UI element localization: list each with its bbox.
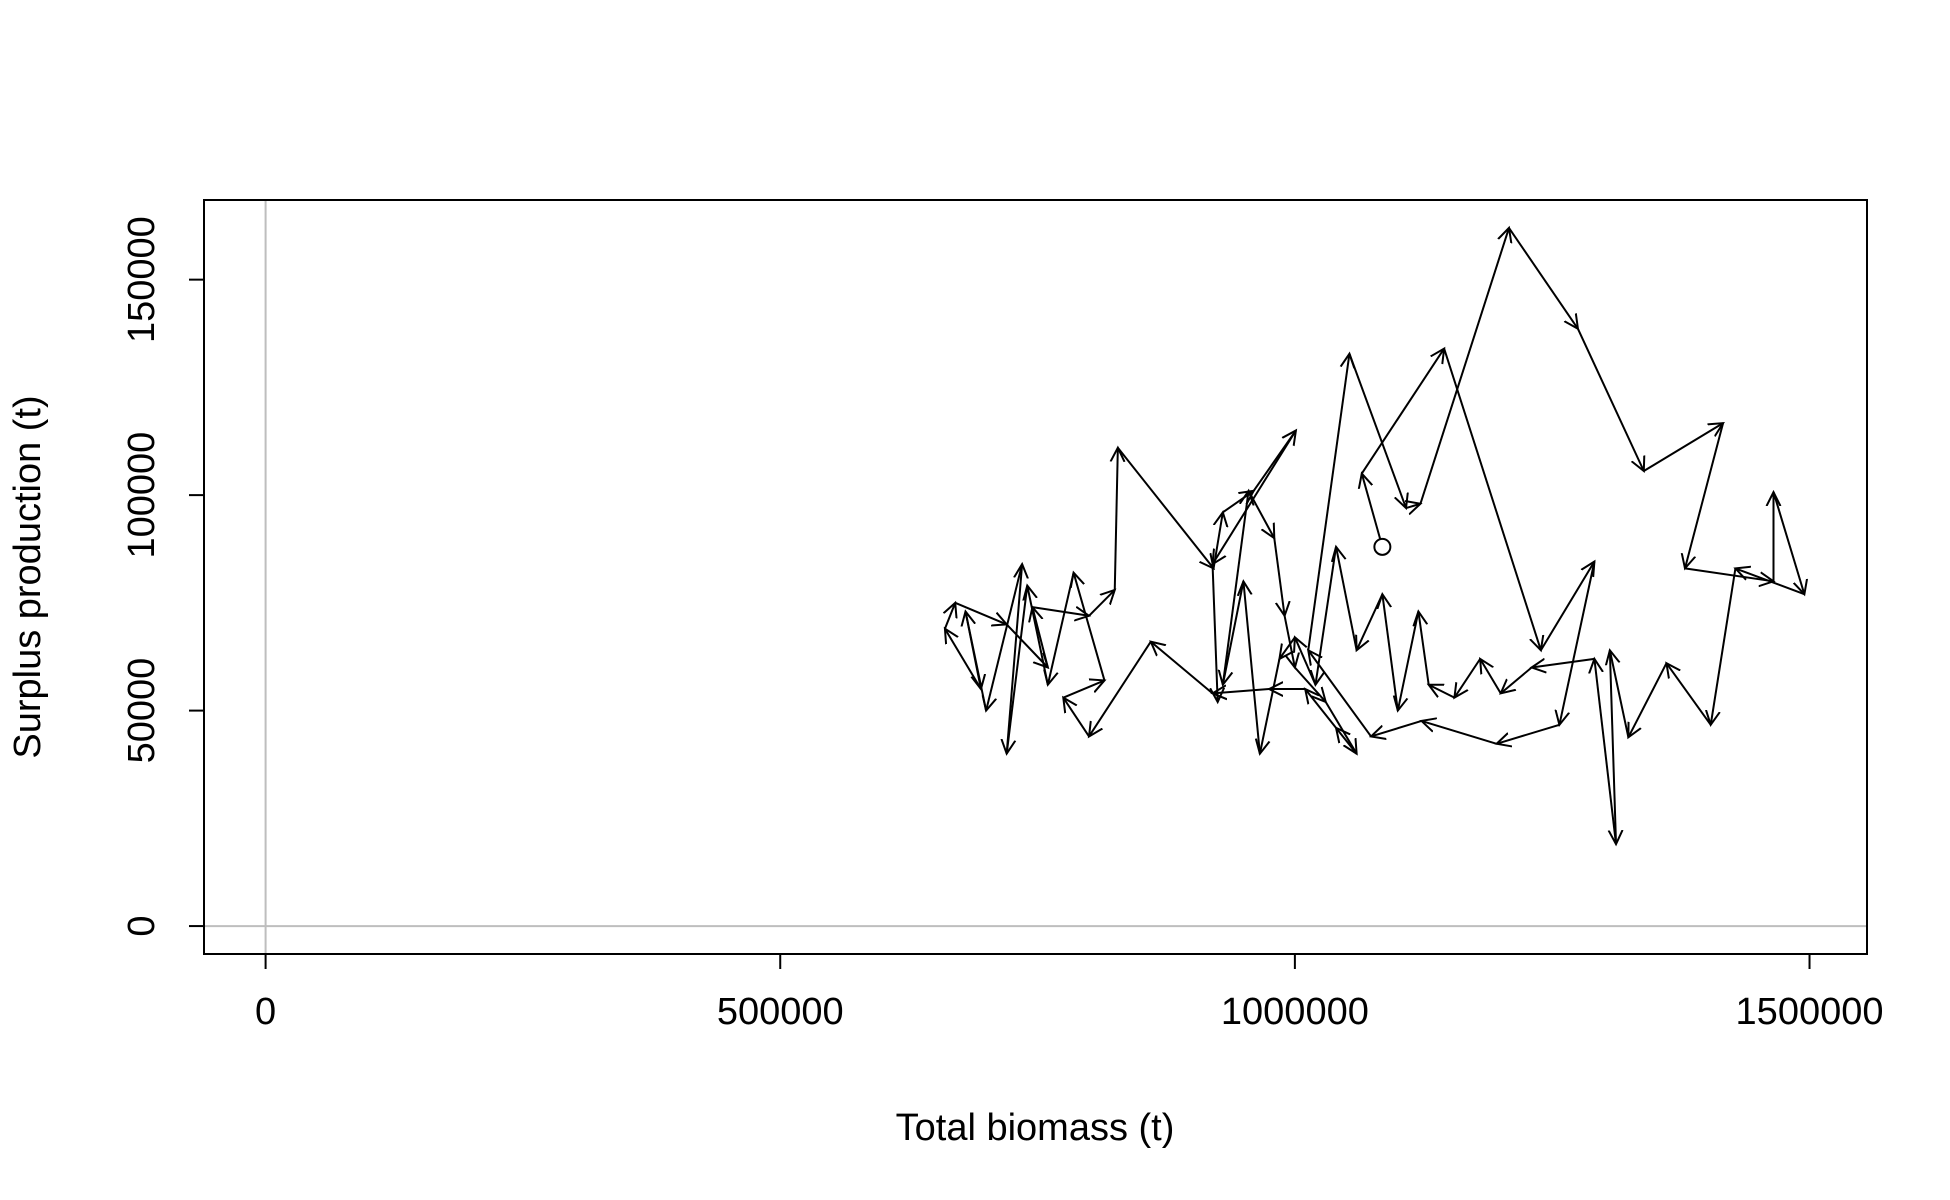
arrow xyxy=(1048,572,1075,685)
arrow xyxy=(1419,228,1509,505)
x-tick-label: 500000 xyxy=(717,991,844,1033)
arrow xyxy=(1685,422,1725,568)
arrow xyxy=(1772,491,1804,594)
arrow xyxy=(1213,689,1270,693)
arrow xyxy=(964,611,981,689)
arrow xyxy=(1005,564,1022,754)
arrow xyxy=(1032,607,1089,616)
arrow xyxy=(1305,689,1337,729)
arrow xyxy=(1294,666,1326,702)
arrow xyxy=(1610,650,1616,844)
arrow xyxy=(1532,659,1595,668)
arrow xyxy=(1610,650,1630,738)
arrow xyxy=(1007,585,1029,754)
arrow xyxy=(1062,680,1104,699)
arrow xyxy=(1336,728,1358,755)
arrow xyxy=(1594,659,1618,845)
arrow xyxy=(1243,581,1261,754)
arrow xyxy=(954,601,1006,625)
arrow xyxy=(1307,354,1349,651)
arrow xyxy=(1480,659,1502,694)
y-tick-label: 0 xyxy=(121,916,163,937)
arrow xyxy=(1032,607,1049,668)
x-tick-label: 0 xyxy=(255,991,276,1033)
arrow xyxy=(1348,353,1406,508)
arrow xyxy=(1357,593,1384,650)
arrow xyxy=(1221,491,1249,685)
arrow xyxy=(1247,490,1275,538)
arrow xyxy=(1213,564,1218,702)
arrow xyxy=(1074,573,1106,681)
arrow xyxy=(1628,662,1668,737)
arrow xyxy=(1643,423,1723,472)
arrow xyxy=(1454,658,1481,698)
arrow xyxy=(1089,641,1152,737)
arrow xyxy=(1371,719,1422,737)
arrow xyxy=(1360,349,1444,475)
y-tick-label: 150000 xyxy=(121,216,163,343)
arrow xyxy=(1063,698,1090,738)
arrow xyxy=(1711,568,1737,724)
arrow xyxy=(1666,663,1712,726)
arrow xyxy=(1429,685,1455,699)
arrow xyxy=(1115,448,1118,590)
arrow xyxy=(1295,637,1317,686)
arrow xyxy=(1501,666,1533,694)
arrow xyxy=(1213,429,1297,564)
start-point xyxy=(1373,537,1392,556)
arrow xyxy=(1283,615,1295,668)
arrow xyxy=(1497,723,1560,744)
arrow xyxy=(1005,623,1048,667)
arrow xyxy=(1260,658,1281,754)
arrow xyxy=(1223,581,1245,684)
arrow xyxy=(1027,586,1049,685)
arrow xyxy=(1088,590,1115,617)
arrow xyxy=(1577,328,1644,471)
y-axis-title: Surplus production (t) xyxy=(7,395,49,758)
arrow xyxy=(1279,636,1296,659)
arrow xyxy=(945,603,955,630)
arrow xyxy=(1117,447,1214,569)
arrow xyxy=(1151,642,1214,695)
y-tick-label: 100000 xyxy=(121,432,163,559)
arrow xyxy=(986,563,1024,711)
arrow xyxy=(1418,611,1430,685)
arrow xyxy=(1540,561,1595,651)
plot-frame xyxy=(203,199,1868,955)
arrow xyxy=(1443,348,1541,651)
arrow xyxy=(1508,227,1578,329)
arrow xyxy=(1315,546,1338,685)
arrow xyxy=(1222,491,1254,514)
arrow xyxy=(1273,538,1284,616)
arrow xyxy=(1406,504,1420,508)
arrow xyxy=(1398,611,1420,710)
arrow xyxy=(1735,568,1805,596)
x-tick-label: 1500000 xyxy=(1736,991,1884,1033)
y-tick-label: 50000 xyxy=(121,658,163,764)
arrow xyxy=(1684,567,1774,581)
arrow xyxy=(1421,721,1497,745)
arrow xyxy=(1382,594,1399,711)
x-axis-title: Total biomass (t) xyxy=(896,1107,1175,1149)
arrow xyxy=(945,629,982,690)
arrow xyxy=(1336,547,1358,651)
arrow xyxy=(1559,561,1596,724)
x-tick-label: 1000000 xyxy=(1221,991,1369,1033)
arrow xyxy=(1362,474,1384,548)
